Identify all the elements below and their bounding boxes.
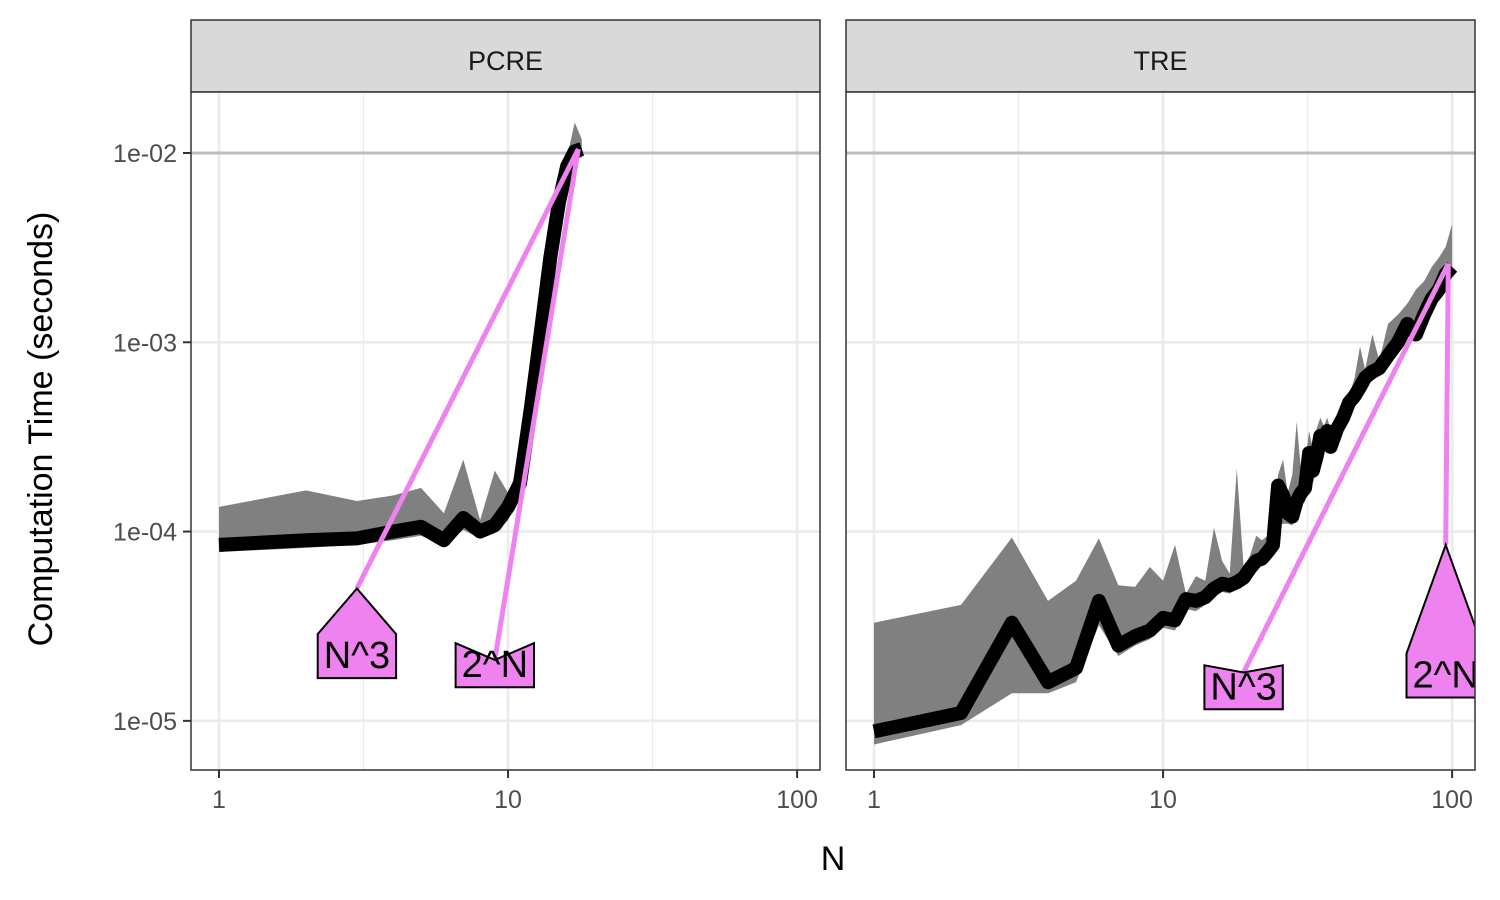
y-tick-label: 1e-03 bbox=[113, 329, 177, 357]
panel-border bbox=[845, 91, 1476, 771]
asymptote-label-text: 2^N bbox=[1412, 655, 1478, 697]
asymptote-label-text: N^3 bbox=[324, 635, 390, 677]
asymptote-label-box bbox=[1203, 664, 1284, 711]
asymptote-label-box bbox=[1405, 541, 1475, 699]
panel-pcre: PCRE N^3 2^N 1 10 100 1e-05 1e-04 1e-03 1e-02 bbox=[113, 19, 821, 814]
x-axis-title: N bbox=[821, 840, 846, 878]
quantile-band bbox=[874, 224, 1453, 745]
asymptote-label: N^3 bbox=[316, 586, 398, 680]
asymptote-label-box bbox=[316, 586, 398, 680]
asymptote-label-box bbox=[454, 641, 535, 689]
median-line bbox=[872, 262, 1458, 739]
gridlines bbox=[846, 92, 1475, 770]
x-tick-label: 10 bbox=[494, 786, 522, 814]
asymptote-label: 2^N bbox=[454, 641, 535, 689]
y-axis-title: Computation Time (seconds) bbox=[22, 212, 60, 647]
asymptote-label-text: N^3 bbox=[1210, 666, 1276, 708]
asymptote-label-text: 2^N bbox=[462, 644, 528, 686]
panel-border bbox=[190, 91, 821, 771]
x-tick-label: 1 bbox=[212, 786, 226, 814]
asymptote-line bbox=[1443, 263, 1451, 545]
quantile-band bbox=[219, 122, 582, 553]
panel-tre: TRE N^3 2^N 1 10 100 bbox=[845, 19, 1478, 814]
strip-label: PCRE bbox=[468, 46, 543, 76]
plot-area: N^3 2^N bbox=[872, 224, 1478, 745]
asymptote-line bbox=[354, 147, 581, 590]
y-tick-label: 1e-05 bbox=[113, 708, 177, 736]
asymptote-label: 2^N bbox=[1405, 541, 1478, 699]
x-tick-label: 100 bbox=[1431, 786, 1473, 814]
y-tick-label: 1e-02 bbox=[113, 140, 177, 168]
asymptote-line bbox=[1241, 262, 1451, 674]
y-tick-label: 1e-04 bbox=[113, 519, 177, 547]
asymptote-line bbox=[492, 148, 581, 661]
x-tick-label: 10 bbox=[1149, 786, 1177, 814]
x-tick-label: 1 bbox=[867, 786, 881, 814]
strip-label: TRE bbox=[1134, 46, 1188, 76]
asymptote-label: N^3 bbox=[1203, 664, 1284, 711]
plot-area: N^3 2^N bbox=[218, 122, 585, 689]
strip-background bbox=[190, 19, 821, 93]
panels: PCRE N^3 2^N 1 10 100 1e-05 1e-04 1e-03 1e-02 TRE N… bbox=[113, 19, 1478, 814]
x-tick-label: 100 bbox=[776, 786, 818, 814]
